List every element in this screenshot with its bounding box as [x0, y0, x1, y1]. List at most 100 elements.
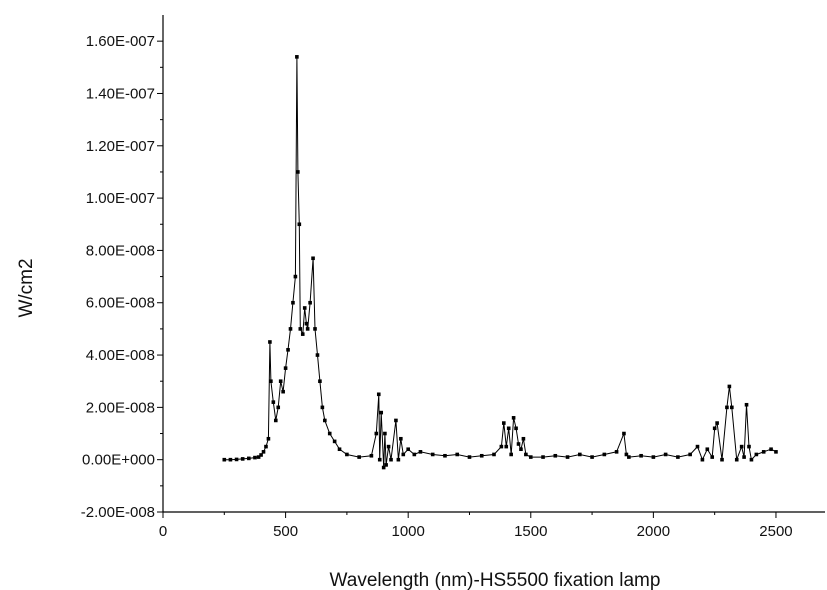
data-point [754, 452, 759, 457]
data-point [511, 416, 516, 420]
data-point [320, 405, 325, 410]
y-tick-label: 2.00E-008 [86, 399, 155, 416]
data-point [345, 452, 349, 457]
x-tick-label: 0 [159, 523, 167, 540]
data-point [291, 300, 295, 305]
data-point [524, 452, 528, 457]
data-point [315, 353, 320, 357]
data-point [276, 405, 281, 410]
data-point [318, 379, 322, 384]
data-point [288, 327, 293, 331]
data-point [266, 436, 271, 441]
data-point [304, 321, 309, 326]
data-point [727, 384, 732, 389]
data-point [695, 444, 700, 449]
data-point [541, 455, 545, 459]
y-tick-label: 4.00E-008 [86, 347, 155, 364]
data-point [509, 452, 513, 457]
data-point [590, 455, 594, 459]
data-point [602, 452, 607, 457]
data-point [261, 450, 266, 454]
data-point [302, 306, 307, 310]
data-point [455, 452, 460, 457]
data-point [676, 455, 680, 459]
data-point [298, 327, 303, 331]
data-point [412, 452, 417, 457]
data-point [377, 457, 382, 462]
y-tick-label: 1.60E-007 [86, 33, 155, 50]
data-point [742, 455, 746, 459]
data-point [323, 418, 327, 423]
data-point [369, 453, 374, 458]
data-point [578, 452, 582, 457]
data-point [519, 447, 523, 452]
data-point [311, 256, 315, 261]
data-point [725, 405, 729, 410]
y-tick-label: 1.40E-007 [86, 85, 155, 102]
data-point [399, 436, 403, 441]
x-tick-label: 1000 [391, 523, 424, 540]
data-point [516, 442, 521, 446]
data-point [720, 457, 724, 462]
data-point [295, 55, 299, 59]
y-axis-label: W/cm2 [16, 258, 37, 317]
data-point [479, 453, 484, 458]
data-point [308, 300, 312, 305]
data-point [222, 457, 227, 462]
data-point [705, 447, 710, 452]
data-point [406, 447, 410, 452]
data-point [739, 444, 744, 449]
x-tick-label: 2500 [759, 523, 792, 540]
data-point [688, 452, 692, 457]
data-point [300, 332, 305, 336]
series-line [224, 56, 777, 468]
data-point [418, 450, 423, 454]
data-point [443, 453, 447, 458]
data-point [747, 444, 751, 449]
data-point [614, 450, 619, 454]
y-tick-label: 6.00E-008 [86, 295, 155, 312]
data-point [269, 379, 273, 384]
data-point [430, 452, 435, 457]
data-point [327, 431, 332, 436]
x-tick-label: 2000 [637, 523, 670, 540]
data-point [394, 418, 398, 423]
data-point [273, 418, 278, 423]
data-point [253, 455, 257, 460]
data-point [396, 457, 401, 462]
data-point [700, 457, 705, 462]
data-point [332, 439, 337, 444]
y-tick-label: 1.20E-007 [86, 138, 155, 155]
data-point [710, 455, 715, 459]
data-point [374, 431, 379, 436]
data-point [712, 426, 717, 431]
data-point [296, 170, 300, 174]
data-point [499, 444, 504, 449]
data-point [256, 455, 261, 459]
data-point [521, 436, 526, 441]
data-point [553, 453, 558, 458]
data-point [259, 453, 263, 457]
data-point [504, 444, 509, 449]
data-point [384, 463, 388, 467]
y-tick-label: 0.00E+000 [82, 452, 155, 469]
data-point [761, 450, 766, 454]
x-tick-label: 500 [273, 523, 298, 540]
y-tick-label: 1.00E-007 [86, 190, 155, 207]
data-point [376, 392, 381, 397]
data-point [313, 327, 317, 331]
data-point [383, 431, 387, 436]
data-point [283, 366, 288, 370]
y-tick-label: 8.00E-008 [86, 242, 155, 259]
data-point [528, 455, 533, 459]
data-point [337, 447, 342, 452]
y-tick-label: -2.00E-008 [81, 504, 155, 521]
data-point [502, 421, 506, 425]
data-point [651, 455, 656, 459]
ticks: -2.00E-008 0.00E+000 2.00E-008 4.00E-008 6.0… [81, 33, 793, 540]
data-series [222, 55, 778, 470]
data-point [278, 379, 283, 384]
data-point [293, 274, 298, 279]
x-tick-label: 1500 [514, 523, 547, 540]
